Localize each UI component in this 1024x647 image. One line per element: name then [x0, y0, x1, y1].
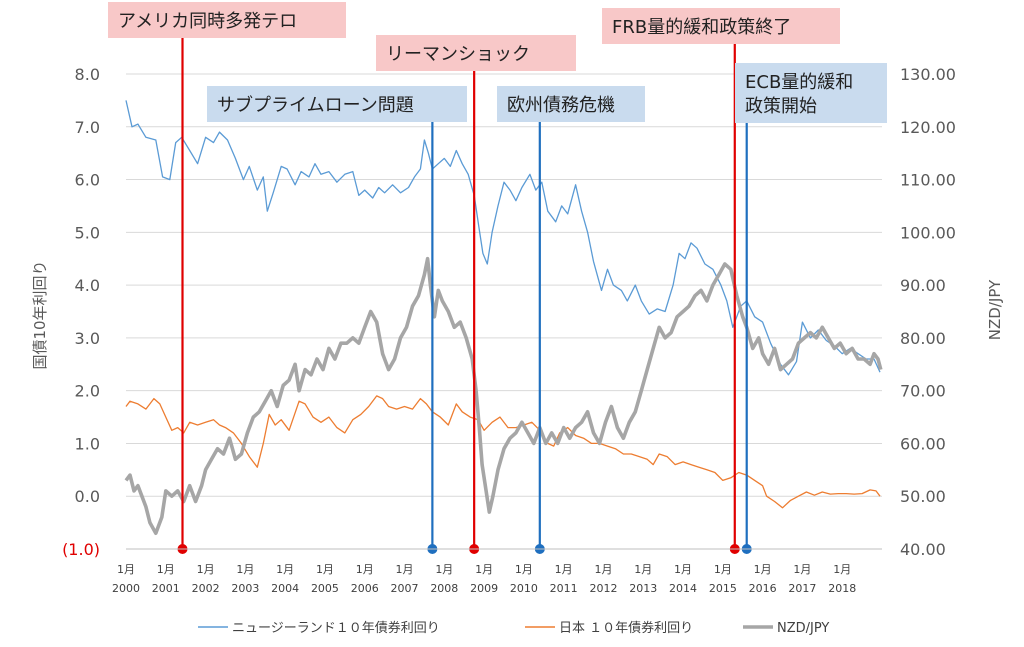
x-tick-year: 2001	[152, 582, 180, 595]
legend-label: ニュージーランド１０年債券利回り	[232, 620, 440, 636]
x-tick-month: 1月	[435, 563, 453, 576]
x-tick-month: 1月	[594, 563, 612, 576]
y-tick-label: 0.0	[75, 487, 100, 506]
x-tick-month: 1月	[316, 563, 334, 576]
x-tick-month: 1月	[793, 563, 811, 576]
y-tick-label: 6.0	[75, 171, 100, 190]
x-tick-year: 2003	[231, 582, 259, 595]
event-label: FRB量的緩和政策終了	[612, 17, 791, 38]
y-tick-label: 4.0	[75, 276, 100, 295]
x-tick-month: 1月	[634, 563, 652, 576]
event-label-box	[602, 8, 840, 44]
y2-tick-label: 120.00	[900, 118, 956, 137]
legend-label: 日本 １０年債券利回り	[559, 620, 693, 636]
x-tick-month: 1月	[674, 563, 692, 576]
grid-lines	[126, 73, 882, 497]
y2-tick-label: 100.00	[900, 223, 956, 242]
event-label-box	[376, 35, 576, 71]
y-tick-label: (1.0)	[62, 540, 100, 559]
x-tick-month: 1月	[714, 563, 732, 576]
x-tick-year: 2006	[351, 582, 379, 595]
x-tick-year: 2008	[430, 582, 458, 595]
y2-tick-label: 40.00	[900, 540, 946, 559]
y-tick-label: 1.0	[75, 434, 100, 453]
x-tick-year: 2010	[510, 582, 538, 595]
x-tick-month: 1月	[396, 563, 414, 576]
x-tick-year: 2012	[589, 582, 617, 595]
event-label-box	[497, 86, 645, 122]
x-tick-year: 2004	[271, 582, 299, 595]
event-label: リーマンショック	[386, 44, 530, 65]
y2-tick-label: 50.00	[900, 487, 946, 506]
y-axis-title: 国債10年利回り	[31, 260, 49, 369]
y2-tick-label: 130.00	[900, 65, 956, 84]
x-tick-year: 2011	[550, 582, 578, 595]
x-tick-month: 1月	[236, 563, 254, 576]
x-tick-year: 2005	[311, 582, 339, 595]
event-label: ECB量的緩和政策開始	[745, 72, 853, 117]
event-label-box	[735, 63, 887, 123]
x-tick-year: 2009	[470, 582, 498, 595]
x-tick-year: 2000	[112, 582, 140, 595]
y2-tick-label: 80.00	[900, 329, 946, 348]
legend-label: NZD/JPY	[777, 621, 829, 636]
y2-tick-label: 70.00	[900, 382, 946, 401]
x-tick-month: 1月	[356, 563, 374, 576]
x-tick-month: 1月	[833, 563, 851, 576]
y2-tick-label: 90.00	[900, 276, 946, 295]
event-label: サブプライムローン問題	[217, 94, 414, 116]
series-line-2	[125, 395, 881, 509]
y-tick-label: 7.0	[75, 118, 100, 137]
x-tick-month: 1月	[157, 563, 175, 576]
x-tick-year: 2018	[828, 582, 856, 595]
x-tick-year: 2007	[391, 582, 419, 595]
y2-axis-title: NZD/JPY	[986, 279, 1004, 340]
y2-tick-label: 60.00	[900, 434, 946, 453]
series-lines	[124, 100, 883, 535]
series-line-3	[124, 256, 883, 535]
x-tick-year: 2015	[709, 582, 737, 595]
x-tick-year: 2002	[192, 582, 220, 595]
y-tick-label: 8.0	[75, 65, 100, 84]
x-tick-year: 2017	[788, 582, 816, 595]
x-tick-month: 1月	[117, 563, 135, 576]
event-label: アメリカ同時多発テロ	[118, 11, 297, 32]
x-tick-month: 1月	[197, 563, 215, 576]
x-tick-month: 1月	[515, 563, 533, 576]
y-tick-label: 5.0	[75, 223, 100, 242]
series-line-1	[125, 100, 881, 376]
y2-tick-label: 110.00	[900, 171, 956, 190]
x-tick-year: 2013	[629, 582, 657, 595]
y-tick-label: 3.0	[75, 329, 100, 348]
event-label-box	[207, 86, 467, 122]
event-label-box	[108, 2, 346, 38]
legend: ニュージーランド１０年債券利回り 日本 １０年債券利回り NZD/JPY	[198, 620, 829, 636]
x-tick-month: 1月	[555, 563, 573, 576]
event-label: 欧州債務危機	[507, 95, 615, 116]
x-tick-month: 1月	[475, 563, 493, 576]
x-tick-year: 2016	[749, 582, 777, 595]
axes: (1.0) 0.0 1.0 2.0 3.0 4.0 5.0 6.0 7.0 8.0 40.00 50.…	[62, 65, 956, 595]
x-tick-month: 1月	[276, 563, 294, 576]
y-tick-label: 2.0	[75, 382, 100, 401]
x-tick-month: 1月	[754, 563, 772, 576]
x-tick-year: 2014	[669, 582, 697, 595]
